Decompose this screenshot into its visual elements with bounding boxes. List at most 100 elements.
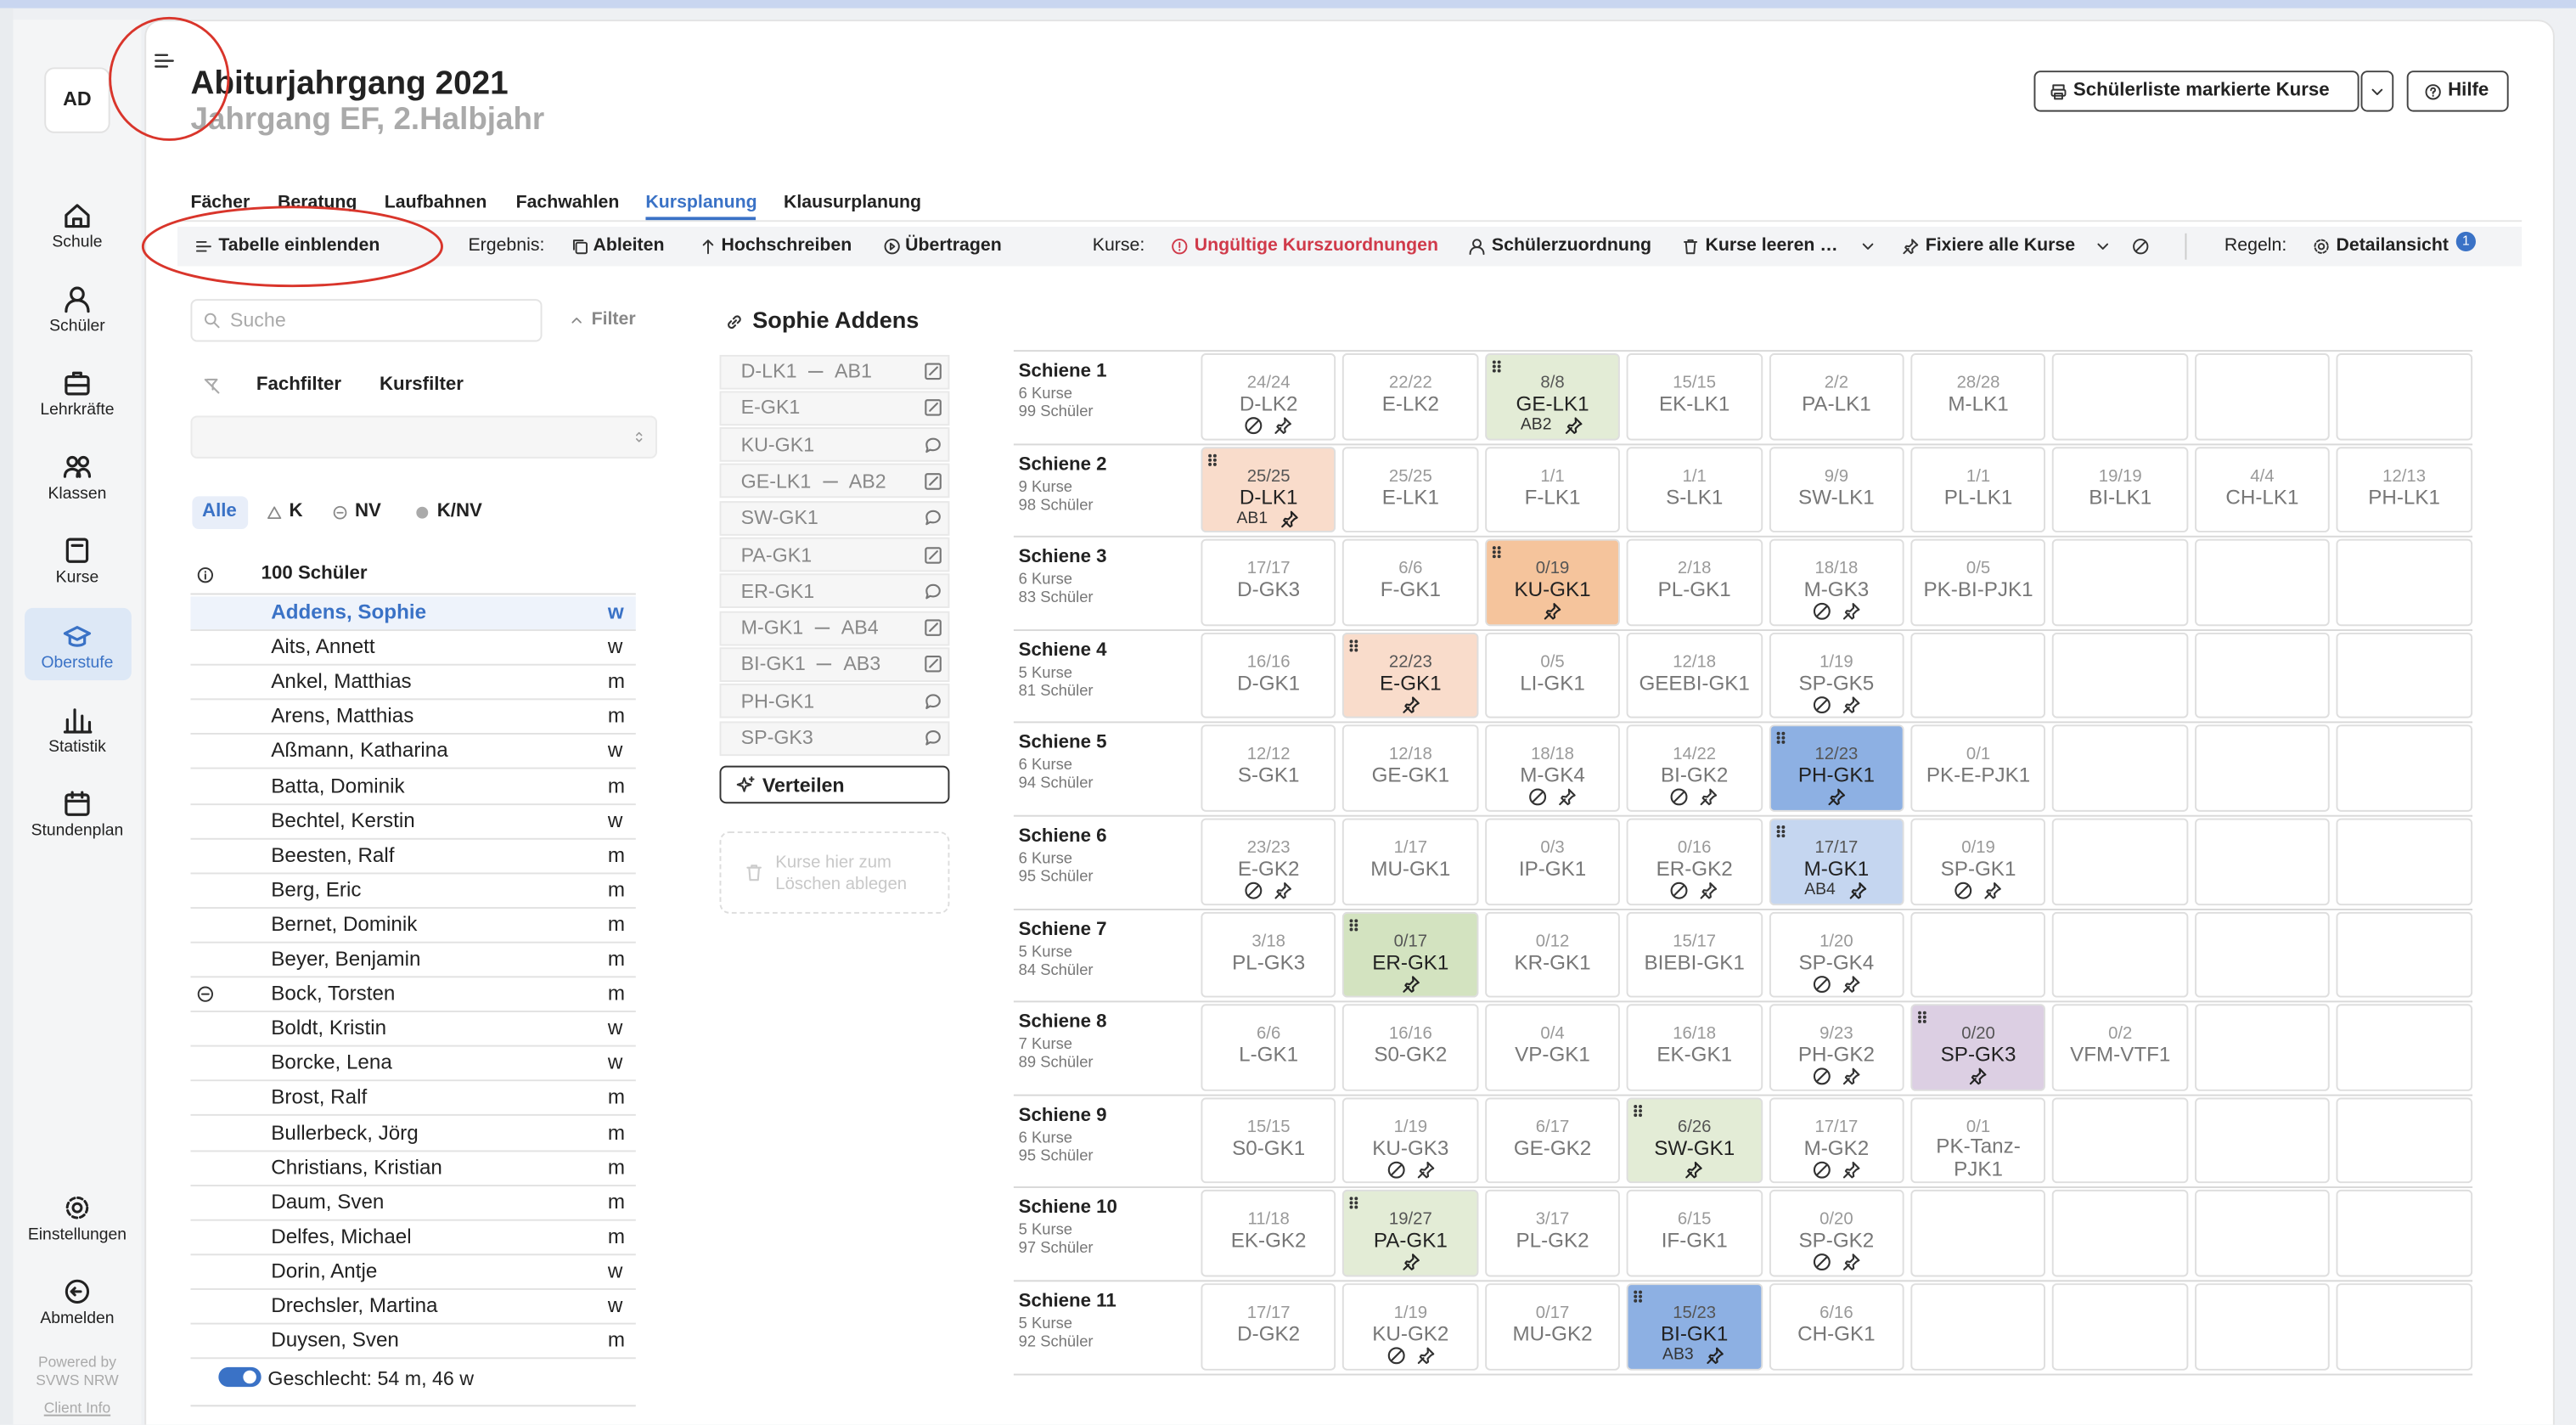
toolbar-button[interactable]: Übertragen: [905, 235, 1002, 256]
course-cell[interactable]: [1484, 818, 1621, 905]
course-cell[interactable]: [2052, 446, 2188, 533]
tab[interactable]: Klausurplanung: [783, 193, 921, 213]
course-cell[interactable]: [1769, 1097, 1904, 1184]
filter-button[interactable]: Filter: [591, 309, 636, 329]
toolbar-button[interactable]: Detailansicht: [2336, 235, 2449, 256]
student-name[interactable]: Aßmann, Katharina: [271, 739, 448, 763]
filter-chip[interactable]: NV: [354, 501, 381, 521]
toolbar-button[interactable]: Hochschreiben: [721, 235, 852, 256]
course-cell[interactable]: [1342, 818, 1479, 905]
course-cell[interactable]: [1201, 818, 1336, 905]
course-cell[interactable]: [1769, 818, 1904, 905]
course-cell[interactable]: [1201, 1283, 1336, 1370]
course-cell[interactable]: [1769, 1283, 1904, 1370]
course-cell[interactable]: [1484, 725, 1621, 812]
course-cell[interactable]: [1626, 818, 1763, 905]
student-name[interactable]: Daum, Sven: [271, 1190, 385, 1214]
course-cell[interactable]: [1484, 1097, 1621, 1184]
tab[interactable]: Beratung: [278, 193, 357, 213]
course-cell[interactable]: [1910, 446, 2046, 533]
course-cell[interactable]: [2194, 446, 2331, 533]
student-name[interactable]: Dorin, Antje: [271, 1259, 378, 1283]
student-name[interactable]: Bock, Torsten: [271, 982, 396, 1005]
button[interactable]: [2406, 70, 2509, 112]
course-cell[interactable]: [1342, 1283, 1479, 1370]
course-cell[interactable]: [2336, 446, 2472, 533]
toolbar-button[interactable]: Tabelle einblenden: [218, 235, 380, 256]
course-cell[interactable]: [1769, 539, 1904, 626]
course-cell[interactable]: [1910, 539, 2046, 626]
search-box[interactable]: [190, 299, 543, 342]
course-cell[interactable]: [1769, 1190, 1904, 1277]
select[interactable]: [190, 415, 657, 459]
course-cell[interactable]: [1626, 446, 1763, 533]
course-cell[interactable]: [1626, 632, 1763, 719]
course-cell[interactable]: [1201, 353, 1336, 440]
verteilen-button[interactable]: [719, 765, 950, 804]
course-cell[interactable]: [1342, 1097, 1479, 1184]
student-name[interactable]: Borcke, Lena: [271, 1050, 392, 1075]
filter-chip[interactable]: K: [289, 501, 303, 521]
course-cell[interactable]: [1201, 446, 1336, 533]
filter-tab[interactable]: Kursfilter: [379, 375, 464, 395]
course-cell[interactable]: [1201, 539, 1336, 626]
course-cell[interactable]: [1201, 725, 1336, 812]
course-cell[interactable]: [1626, 353, 1763, 440]
course-cell[interactable]: [1201, 1097, 1336, 1184]
course-cell[interactable]: [1769, 911, 1904, 998]
tab[interactable]: Laufbahnen: [384, 193, 487, 213]
toolbar-button[interactable]: Ableiten: [593, 235, 665, 256]
toolbar-warning[interactable]: Ungültige Kurszuordnungen: [1194, 235, 1439, 256]
course-cell[interactable]: [1910, 353, 2046, 440]
dropdown-button[interactable]: [2360, 70, 2394, 112]
course-cell[interactable]: [1769, 446, 1904, 533]
filter-chip[interactable]: Alle: [201, 501, 237, 521]
tab[interactable]: Fächer: [190, 193, 250, 213]
student-name[interactable]: Bernet, Dominik: [271, 912, 418, 936]
course-cell[interactable]: [1910, 1097, 2046, 1184]
tab[interactable]: Fachwahlen: [515, 193, 620, 213]
student-name[interactable]: Ankel, Matthias: [271, 669, 412, 693]
course-cell[interactable]: [1342, 446, 1479, 533]
toolbar-button[interactable]: Kurse leeren …: [1705, 235, 1838, 256]
student-name[interactable]: Duysen, Sven: [271, 1328, 399, 1352]
course-cell[interactable]: [1910, 818, 2046, 905]
toolbar-button[interactable]: Fixiere alle Kurse: [1925, 235, 2076, 256]
course-cell[interactable]: [2052, 1004, 2188, 1091]
course-cell[interactable]: [1484, 353, 1621, 440]
course-cell[interactable]: [1626, 1283, 1763, 1370]
toolbar-button[interactable]: Schülerzuordnung: [1491, 235, 1651, 256]
course-cell[interactable]: [1484, 446, 1621, 533]
course-cell[interactable]: [1484, 1283, 1621, 1370]
course-cell[interactable]: [1342, 725, 1479, 812]
course-cell[interactable]: [1201, 1004, 1336, 1091]
student-name[interactable]: Arens, Matthias: [271, 704, 414, 728]
tab[interactable]: Kursplanung: [645, 193, 757, 213]
course-cell[interactable]: [1769, 632, 1904, 719]
course-cell[interactable]: [1342, 353, 1479, 440]
course-cell[interactable]: [1626, 725, 1763, 812]
student-name[interactable]: Drechsler, Martina: [271, 1293, 438, 1317]
course-cell[interactable]: [1484, 911, 1621, 998]
student-name[interactable]: Batta, Dominik: [271, 774, 405, 797]
button[interactable]: [2033, 70, 2359, 112]
course-cell[interactable]: [1201, 911, 1336, 998]
student-name[interactable]: Christians, Kristian: [271, 1155, 442, 1179]
course-cell[interactable]: [1342, 1004, 1479, 1091]
student-name[interactable]: Beesten, Ralf: [271, 842, 395, 867]
course-cell[interactable]: [1626, 539, 1763, 626]
course-cell[interactable]: [1484, 632, 1621, 719]
student-name[interactable]: Bechtel, Kerstin: [271, 808, 415, 832]
student-name[interactable]: Addens, Sophie: [271, 600, 427, 624]
course-cell[interactable]: [1626, 1190, 1763, 1277]
course-cell[interactable]: [1626, 1004, 1763, 1091]
filter-tab[interactable]: Fachfilter: [256, 375, 342, 395]
course-cell[interactable]: [1201, 1190, 1336, 1277]
course-cell[interactable]: [1342, 539, 1479, 626]
course-cell[interactable]: [1769, 353, 1904, 440]
course-cell[interactable]: [1910, 725, 2046, 812]
course-cell[interactable]: [1201, 632, 1336, 719]
student-name[interactable]: Bullerbeck, Jörg: [271, 1120, 419, 1144]
student-name[interactable]: Beyer, Benjamin: [271, 947, 421, 971]
student-name[interactable]: Brost, Ralf: [271, 1085, 368, 1109]
